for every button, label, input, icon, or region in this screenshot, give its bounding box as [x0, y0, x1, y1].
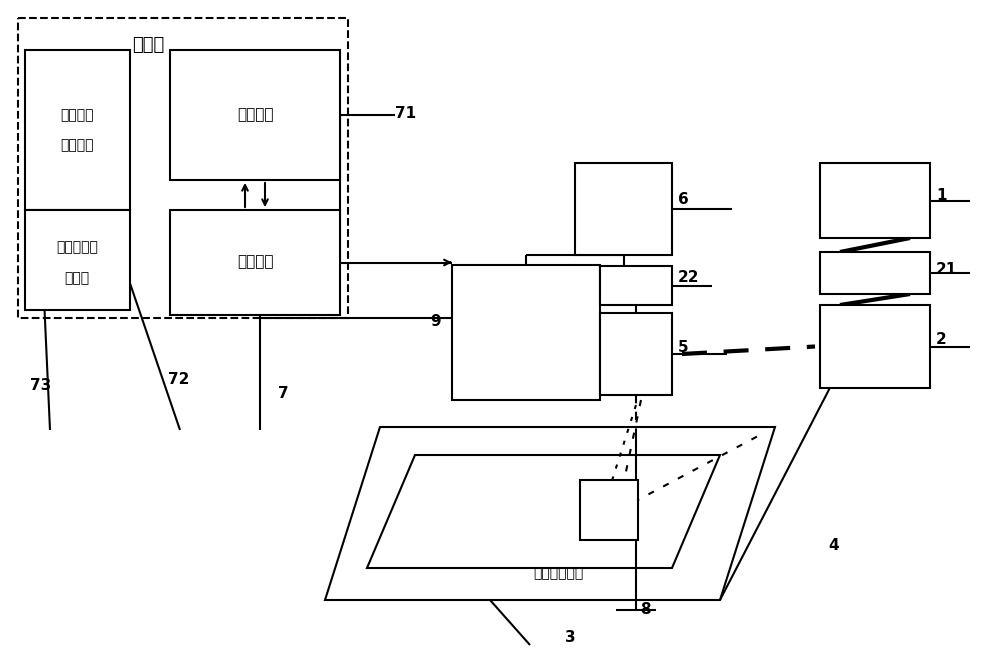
Text: 7: 7	[278, 385, 289, 400]
Bar	[575, 163, 672, 255]
Text: 73: 73	[30, 377, 51, 392]
Text: 6: 6	[678, 192, 689, 208]
Text: 5: 5	[678, 341, 689, 355]
Text: 信模块: 信模块	[64, 271, 90, 285]
Bar	[600, 313, 672, 395]
Text: 72: 72	[168, 373, 189, 387]
Text: 8: 8	[640, 603, 651, 617]
Text: 电模块: 电模块	[132, 36, 164, 54]
Text: 3: 3	[565, 631, 576, 646]
Text: 71: 71	[395, 105, 416, 121]
Bar	[452, 265, 600, 400]
Bar	[25, 50, 130, 210]
Bar	[25, 210, 130, 310]
Text: 副控制器: 副控制器	[237, 255, 273, 269]
Text: 9: 9	[430, 314, 441, 330]
Bar	[580, 480, 638, 540]
Bar	[820, 163, 930, 238]
Bar	[170, 210, 340, 315]
Text: 4: 4	[828, 538, 839, 552]
Text: 1: 1	[936, 188, 946, 202]
Text: 外界接口: 外界接口	[60, 108, 94, 122]
Text: 电路模块: 电路模块	[60, 138, 94, 152]
Bar	[820, 252, 930, 294]
Bar	[820, 305, 930, 388]
Bar	[170, 50, 340, 180]
Text: 蓝牙无线通: 蓝牙无线通	[56, 240, 98, 254]
Text: 21: 21	[936, 263, 957, 278]
Bar	[600, 266, 672, 305]
Text: 主控制器: 主控制器	[237, 107, 273, 123]
Text: 线性运动平台: 线性运动平台	[533, 566, 583, 580]
Text: 2: 2	[936, 333, 947, 347]
Text: 22: 22	[678, 271, 700, 286]
Bar	[18, 18, 348, 318]
